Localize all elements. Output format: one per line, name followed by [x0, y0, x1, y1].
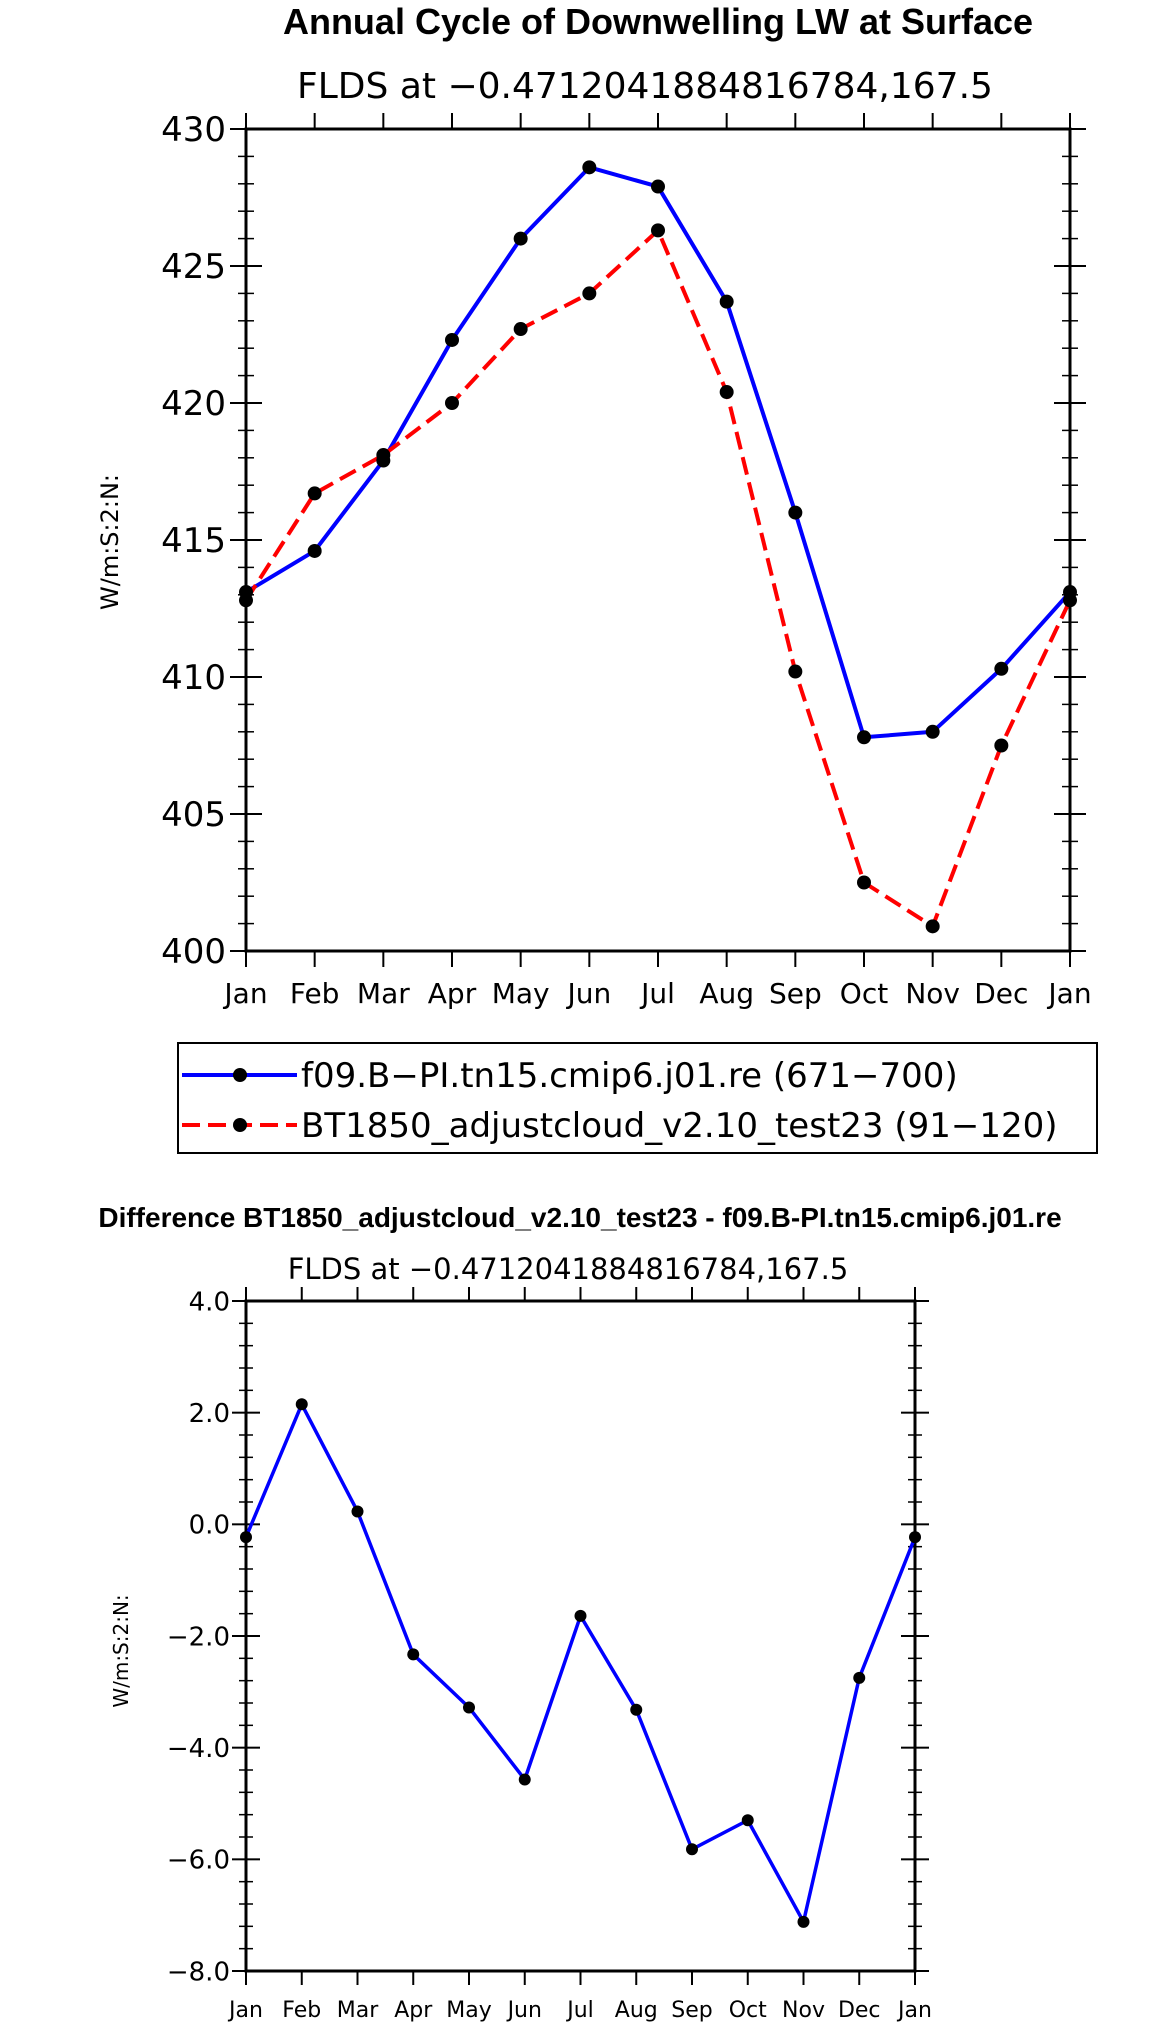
- chart1-x-tick-label: Sep: [769, 977, 822, 1010]
- chart2-x-tick-label: Dec: [838, 1998, 881, 2023]
- chart1-y-tick-label: 425: [161, 247, 226, 287]
- chart1-series-1-point: [651, 179, 665, 194]
- chart2-series-1-point: [407, 1648, 420, 1661]
- legend-marker-series-1: [233, 1068, 247, 1082]
- chart2-y-tick-label: −4.0: [167, 1734, 230, 1764]
- chart1-x-tick-label: May: [492, 977, 550, 1010]
- chart1-x-tick-label: Apr: [428, 977, 477, 1010]
- chart2-series-1-point: [518, 1773, 531, 1786]
- chart1-x-tick-label: Jan: [222, 977, 267, 1010]
- chart2-x-tick-label: Oct: [729, 1998, 767, 2023]
- chart2-series-1-point: [295, 1398, 308, 1411]
- chart2-y-tick-label: 0.0: [189, 1511, 230, 1541]
- chart1-series-2-point: [857, 875, 871, 890]
- chart2-series-1-point: [240, 1531, 252, 1544]
- chart1-y-tick-label: 430: [161, 110, 226, 150]
- legend-label-series-2: BT1850_adjustcloud_v2.10_test23 (91−120): [301, 1106, 1058, 1146]
- chart2-series-1-point: [909, 1531, 921, 1544]
- chart2-x-tick-label: May: [446, 1998, 491, 2023]
- chart2-y-axis-label: W/m:S:2:N:: [109, 1594, 133, 1707]
- chart1-series-1-point: [857, 730, 871, 745]
- chart1-y-tick-label: 400: [161, 932, 226, 972]
- chart2-series-1-point: [853, 1671, 866, 1684]
- chart2-x-tick-label: Jun: [506, 1998, 542, 2023]
- chart1-y-tick-label: 420: [161, 384, 226, 424]
- chart1-x-tick-label: Jun: [565, 977, 611, 1010]
- chart2-x-tick-label: Jan: [227, 1998, 263, 2023]
- chart1-series-1-point: [582, 160, 597, 175]
- chart2-series-1-line: [244, 1402, 917, 1924]
- chart1-y-tick-label: 415: [161, 521, 226, 561]
- chart1-series-1-point: [925, 724, 940, 739]
- chart2-y-tick-label: 4.0: [189, 1287, 230, 1317]
- chart2-x-tick-label: Sep: [671, 1998, 712, 2023]
- chart1-series-2-line: [244, 228, 1072, 929]
- chart1-frame: [244, 127, 1072, 953]
- chart1-legend: f09.B−PI.tn15.cmip6.j01.re (671−700) BT1…: [177, 1042, 1098, 1154]
- chart2-series-1-point: [741, 1814, 754, 1827]
- chart2-series-1-point: [797, 1915, 810, 1928]
- chart1-subtitle: FLDS at −0.4712041884816784,167.5: [297, 66, 993, 107]
- chart1-series-2-point: [1063, 593, 1077, 608]
- chart1-x-tick-label: Jul: [639, 977, 675, 1010]
- chart1-series-2-point: [582, 286, 597, 301]
- chart2-y-tick-label: −6.0: [167, 1846, 230, 1876]
- chart1-series-2-point: [651, 223, 665, 238]
- chart1-x-tick-label: Jan: [1046, 977, 1091, 1010]
- chart1-series-2-point: [788, 664, 803, 679]
- legend-marker-series-2: [233, 1118, 247, 1132]
- chart1-series-2-point: [239, 593, 253, 608]
- chart1-x-tick-label: Feb: [290, 977, 340, 1010]
- chart2-x-tick-label: Jan: [896, 1998, 932, 2023]
- chart1-series-1-point: [719, 294, 734, 309]
- chart2-y-tick-label: 2.0: [189, 1399, 230, 1429]
- chart1-x-tick-label: Nov: [905, 977, 960, 1010]
- chart2-x-tick-label: Mar: [337, 1998, 379, 2023]
- chart1-x-tick-label: Mar: [357, 977, 410, 1010]
- chart2-x-tick-label: Nov: [782, 1998, 825, 2023]
- chart2-y-tick-label: −8.0: [167, 1957, 230, 1987]
- chart2-x-tick-label: Aug: [615, 1998, 658, 2023]
- chart2-plot-area: Jan Feb Mar Apr May Jun Jul Aug Sep Oct Nov Dec Jan −…: [167, 1287, 932, 2023]
- chart1-series-1-line: [244, 165, 1072, 740]
- legend-label-series-1: f09.B−PI.tn15.cmip6.j01.re (671−700): [301, 1056, 958, 1096]
- chart2-series-1-point: [574, 1609, 587, 1622]
- chart2-series-1-point: [463, 1701, 475, 1714]
- chart1-title: Annual Cycle of Downwelling LW at Surfac…: [283, 1, 1033, 42]
- chart1-x-tick-label: Dec: [974, 977, 1028, 1010]
- chart1-series-2-point: [513, 322, 528, 337]
- chart1-x-tick-label: Aug: [699, 977, 754, 1010]
- legend-box: [177, 1042, 1098, 1154]
- chart1-series-1-point: [307, 543, 322, 558]
- chart1-series-2-point: [994, 738, 1009, 753]
- chart2-title: Difference BT1850_adjustcloud_v2.10_test…: [98, 1202, 1061, 1233]
- chart1-series-2-point: [925, 919, 940, 934]
- chart1-series-2-point: [376, 448, 391, 463]
- chart1-y-axis-label: W/m:S:2:N:: [96, 474, 124, 610]
- chart2-series-1-point: [686, 1843, 698, 1856]
- chart2-x-tick-label: Feb: [282, 1998, 321, 2023]
- chart1-y-tick-label: 405: [161, 795, 226, 835]
- chart2-y-tick-label: −2.0: [167, 1622, 230, 1652]
- chart1-y-tick-label: 410: [161, 658, 226, 698]
- chart1-series-1-point: [445, 332, 459, 347]
- chart1-series-1-point: [994, 661, 1009, 676]
- chart2-series-1-point: [351, 1505, 364, 1518]
- chart1-series-1-point: [788, 505, 803, 520]
- chart1-plot-area: Jan Feb Mar Apr May Jun Jul Aug Sep Oct Nov Dec Jan 4…: [161, 110, 1091, 1010]
- chart2-x-tick-label: Apr: [394, 1998, 433, 2023]
- chart1-series-2-point: [719, 385, 734, 400]
- chart2-x-tick-label: Jul: [565, 1998, 594, 2023]
- chart1-series-2-point: [307, 486, 322, 501]
- chart1-x-tick-label: Oct: [840, 977, 888, 1010]
- chart1-series-2-point: [445, 396, 459, 410]
- chart2-subtitle: FLDS at −0.4712041884816784,167.5: [288, 1252, 849, 1286]
- chart1-series-1-point: [513, 231, 528, 246]
- chart2-series-1-point: [630, 1703, 643, 1716]
